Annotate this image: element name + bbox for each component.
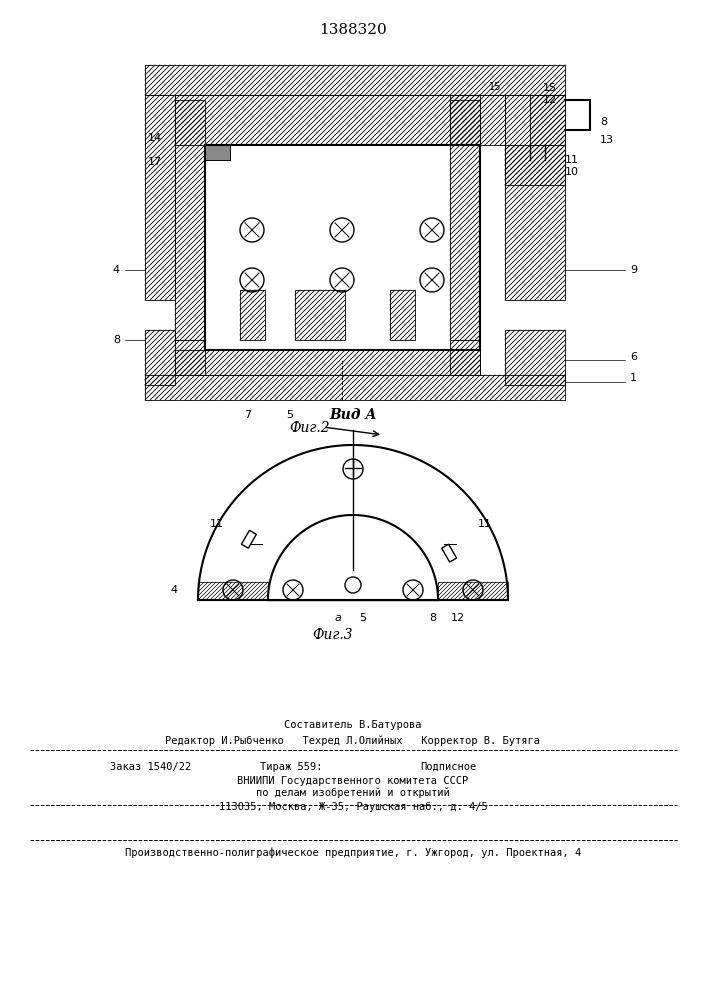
Text: 12: 12 [543,95,557,105]
Text: 15: 15 [543,83,557,93]
Text: по делам изобретений и открытий: по делам изобретений и открытий [256,788,450,798]
Text: Фиг.3: Фиг.3 [312,628,354,642]
Text: 11: 11 [478,519,491,529]
Text: 4: 4 [171,585,178,595]
Text: 11: 11 [209,519,223,529]
Text: 5: 5 [359,613,366,623]
Text: 11: 11 [565,155,579,165]
Text: 5: 5 [286,410,293,420]
Text: 8: 8 [600,117,607,127]
Bar [442,544,457,562]
Text: 7: 7 [245,410,252,420]
Text: 8: 8 [113,335,120,345]
Text: 113035, Москва, Ж-35, Раушская наб., д. 4/5: 113035, Москва, Ж-35, Раушская наб., д. … [218,802,487,812]
Bar [205,145,230,160]
Text: ВНИИПИ Государственного комитета СССР: ВНИИПИ Государственного комитета СССР [238,776,469,786]
Text: 14: 14 [148,133,162,143]
Text: 10: 10 [565,167,579,177]
Text: Фиг.2: Фиг.2 [290,421,330,435]
Text: Подписное: Подписное [420,762,477,772]
Text: 1388320: 1388320 [319,23,387,37]
Text: Тираж 559:: Тираж 559: [260,762,322,772]
Text: 12: 12 [451,613,465,623]
Text: Производственно-полиграфическое предприятие, г. Ужгород, ул. Проектная, 4: Производственно-полиграфическое предприя… [125,848,581,858]
Text: 4: 4 [113,265,120,275]
Text: 9: 9 [630,265,637,275]
Text: 17: 17 [148,157,162,167]
Text: 8: 8 [429,613,436,623]
Text: 15: 15 [489,82,501,92]
Text: Вид А: Вид А [329,408,377,422]
Text: Заказ 1540/22: Заказ 1540/22 [110,762,192,772]
Text: a: a [334,613,341,623]
Text: Редактор И.Рыбченко   Техред Л.Олийных   Корректор В. Бутяга: Редактор И.Рыбченко Техред Л.Олийных Кор… [165,736,540,746]
Text: 1: 1 [630,373,637,383]
Text: 6: 6 [630,352,637,362]
Bar [241,530,257,548]
Text: Составитель В.Батурова: Составитель В.Батурова [284,720,422,730]
Text: 13: 13 [600,135,614,145]
